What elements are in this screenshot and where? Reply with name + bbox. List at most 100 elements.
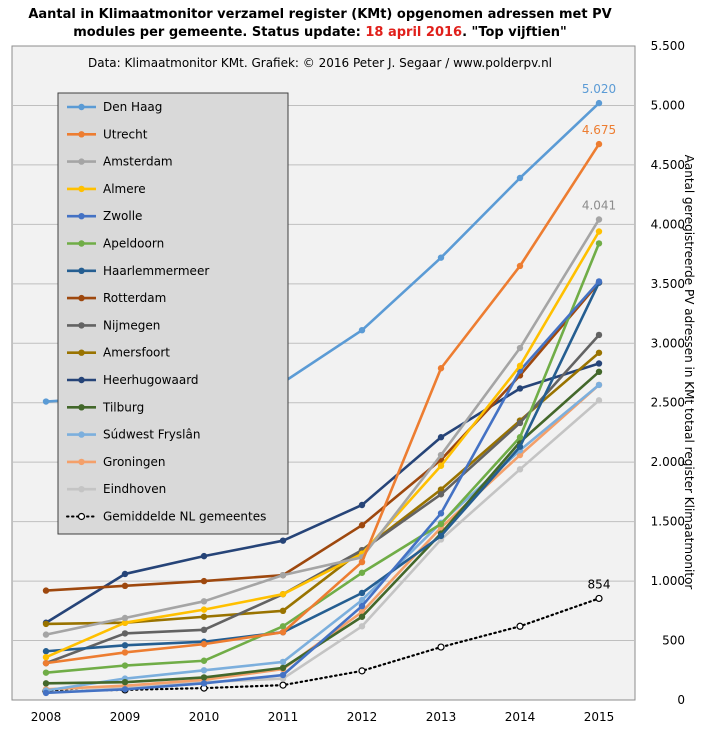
y-tick-label: 1.500 xyxy=(651,515,685,529)
data-point xyxy=(42,587,50,594)
legend-item-haarlemmermeer: Haarlemmermeer xyxy=(67,264,209,278)
legend-item-amersfoort: Amersfoort xyxy=(67,346,170,360)
data-point xyxy=(437,532,445,540)
data-point xyxy=(595,278,603,285)
data-point xyxy=(42,648,50,655)
legend-marker xyxy=(78,267,85,274)
legend-label: Amsterdam xyxy=(103,155,173,169)
legend-item-amsterdam: Amsterdam xyxy=(67,155,173,169)
series-line xyxy=(45,280,600,695)
legend-label: Tilburg xyxy=(102,400,144,414)
data-point xyxy=(358,602,366,610)
data-point xyxy=(200,680,208,687)
data-point xyxy=(200,613,208,620)
legend-item-groningen: Groningen xyxy=(67,455,165,469)
legend-label: Utrecht xyxy=(103,127,148,141)
data-point xyxy=(516,419,524,427)
data-point xyxy=(358,558,366,566)
data-point xyxy=(595,216,603,223)
data-point xyxy=(595,360,603,367)
annotation-gemiddelde-nl-gemeentes: 854 xyxy=(588,577,611,591)
data-point xyxy=(595,331,603,339)
legend-item-rotterdam: Rotterdam xyxy=(67,291,166,305)
x-tick-label: 2008 xyxy=(31,710,62,724)
y-tick-label: 4.000 xyxy=(651,217,685,231)
data-point xyxy=(42,680,50,687)
series-amsterdam xyxy=(42,216,603,638)
data-point xyxy=(358,613,366,620)
data-point xyxy=(200,667,208,674)
data-point xyxy=(121,619,129,626)
y-tick-label: 500 xyxy=(662,634,685,648)
data-point xyxy=(595,228,603,235)
legend-item-zwolle: Zwolle xyxy=(67,209,142,223)
legend-label: Apeldoorn xyxy=(103,237,164,251)
data-point xyxy=(279,537,287,544)
data-point xyxy=(358,522,366,529)
series-apeldoorn xyxy=(42,240,603,676)
data-point xyxy=(595,240,603,247)
series-line xyxy=(45,282,601,653)
data-point xyxy=(279,623,287,630)
series-line xyxy=(45,370,600,685)
legend-item-utrecht: Utrecht xyxy=(67,127,148,141)
data-point xyxy=(200,674,208,681)
data-point xyxy=(437,451,445,459)
data-point xyxy=(200,626,208,634)
data-point xyxy=(516,344,524,352)
data-point xyxy=(42,689,50,697)
series-line xyxy=(45,334,600,665)
legend-marker xyxy=(78,376,85,384)
legend-marker xyxy=(78,158,85,165)
series-line xyxy=(45,218,601,636)
data-point xyxy=(279,664,287,672)
data-point xyxy=(279,681,287,689)
legend-label: Súdwest Fryslân xyxy=(103,428,200,442)
data-point xyxy=(121,582,129,590)
legend-item-den-haag: Den Haag xyxy=(67,100,162,114)
legend-label: Zwolle xyxy=(103,209,142,223)
x-axis-ticks: 2008 2009 2010 2011 2012 2013 2014 2015 xyxy=(31,710,615,724)
data-point xyxy=(516,434,524,441)
data-point xyxy=(358,623,366,630)
data-point xyxy=(516,622,524,630)
legend-marker xyxy=(78,322,85,329)
legend-box xyxy=(57,92,289,535)
data-point xyxy=(200,657,208,664)
data-point xyxy=(200,606,208,613)
data-point xyxy=(595,594,603,603)
chart-title-line-1: Aantal in Klimaatmonitor verzamel regist… xyxy=(28,7,611,22)
data-point xyxy=(437,643,445,651)
legend-marker xyxy=(78,431,85,438)
data-point xyxy=(516,443,524,450)
data-point xyxy=(42,398,50,405)
data-point xyxy=(121,614,129,622)
legend-marker xyxy=(78,213,85,220)
data-point xyxy=(437,462,445,469)
chart-title-line-2: modules per gemeente. Status update: 18 … xyxy=(73,25,567,40)
legend-label: Den Haag xyxy=(103,100,162,114)
data-point xyxy=(42,669,50,676)
annotation-den-haag: 5.020 xyxy=(582,82,616,96)
legend-item-gemiddelde-nl-gemeentes: Gemiddelde NL gemeentes xyxy=(66,510,266,524)
data-point xyxy=(516,466,524,473)
data-point xyxy=(42,653,50,661)
legend-item-heerhugowaard: Heerhugowaard xyxy=(67,373,199,387)
data-point xyxy=(516,174,524,182)
chart-title-status-date: 18 april 2016 xyxy=(365,25,462,40)
data-point xyxy=(121,642,129,649)
legend-item-apeldoorn: Apeldoorn xyxy=(67,237,164,251)
data-point xyxy=(595,368,603,376)
data-point xyxy=(358,569,366,576)
series-utrecht xyxy=(42,140,603,667)
legend-item-almere: Almere xyxy=(67,182,146,196)
legend-marker xyxy=(78,103,85,111)
legend-item-eindhoven: Eindhoven xyxy=(67,482,166,496)
series-line xyxy=(45,143,601,665)
series-zwolle xyxy=(42,278,603,697)
legend-label: Amersfoort xyxy=(103,346,170,360)
y-tick-label: 5.500 xyxy=(651,39,685,53)
data-point xyxy=(595,397,603,404)
legend-item-tilburg: Tilburg xyxy=(67,400,144,414)
legend-label: Heerhugowaard xyxy=(103,373,199,387)
